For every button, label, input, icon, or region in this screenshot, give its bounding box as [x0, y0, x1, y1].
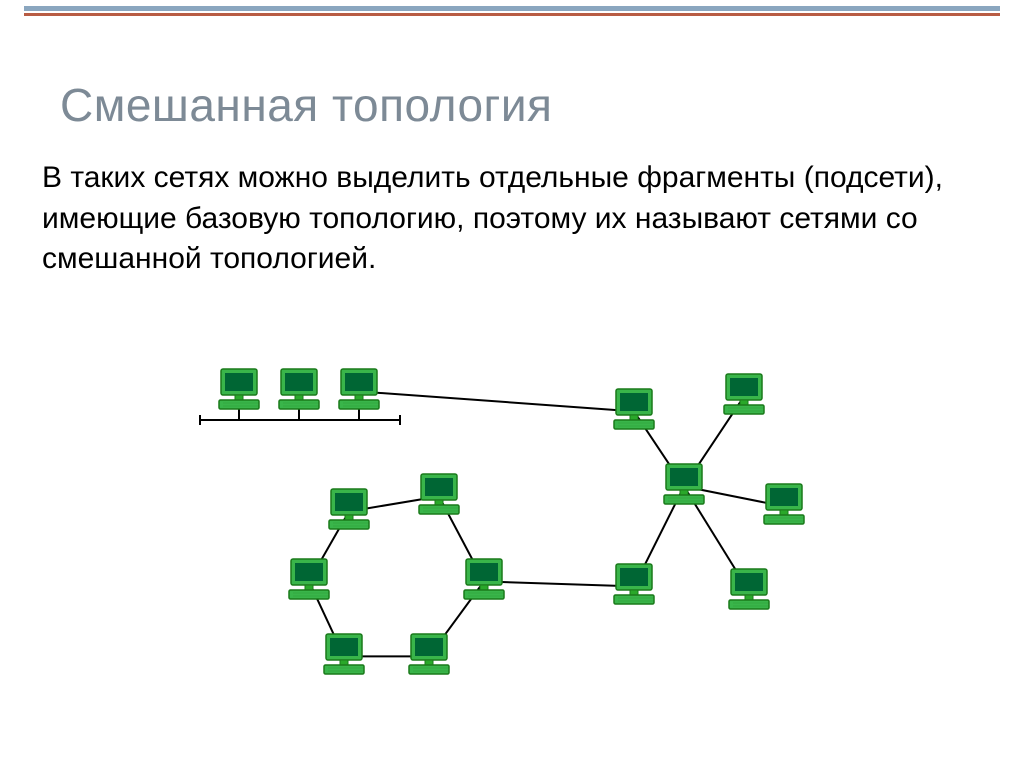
network-node: [660, 460, 708, 508]
diagram-edge: [359, 391, 634, 411]
computer-icon: [335, 365, 383, 413]
network-node: [720, 370, 768, 418]
network-node: [285, 555, 333, 603]
computer-icon: [725, 565, 773, 613]
network-node: [760, 480, 808, 528]
network-node: [335, 365, 383, 413]
network-node: [215, 365, 263, 413]
network-node: [460, 555, 508, 603]
computer-icon: [320, 630, 368, 678]
computer-icon: [415, 470, 463, 518]
computer-icon: [215, 365, 263, 413]
network-node: [275, 365, 323, 413]
network-topology-diagram: [180, 330, 860, 710]
computer-icon: [720, 370, 768, 418]
network-node: [325, 485, 373, 533]
network-node: [405, 630, 453, 678]
network-node: [415, 470, 463, 518]
computer-icon: [325, 485, 373, 533]
accent-bar-primary: [24, 6, 1000, 11]
computer-icon: [460, 555, 508, 603]
slide-title: Смешанная топология: [60, 78, 552, 132]
computer-icon: [610, 385, 658, 433]
accent-bar-secondary: [24, 13, 1000, 16]
network-node: [725, 565, 773, 613]
computer-icon: [760, 480, 808, 528]
slide-body-text: В таких сетях можно выделить отдельные ф…: [42, 158, 982, 280]
network-node: [320, 630, 368, 678]
network-node: [610, 385, 658, 433]
computer-icon: [405, 630, 453, 678]
network-node: [610, 560, 658, 608]
computer-icon: [275, 365, 323, 413]
computer-icon: [610, 560, 658, 608]
computer-icon: [285, 555, 333, 603]
computer-icon: [660, 460, 708, 508]
accent-stripes: [0, 0, 1024, 24]
